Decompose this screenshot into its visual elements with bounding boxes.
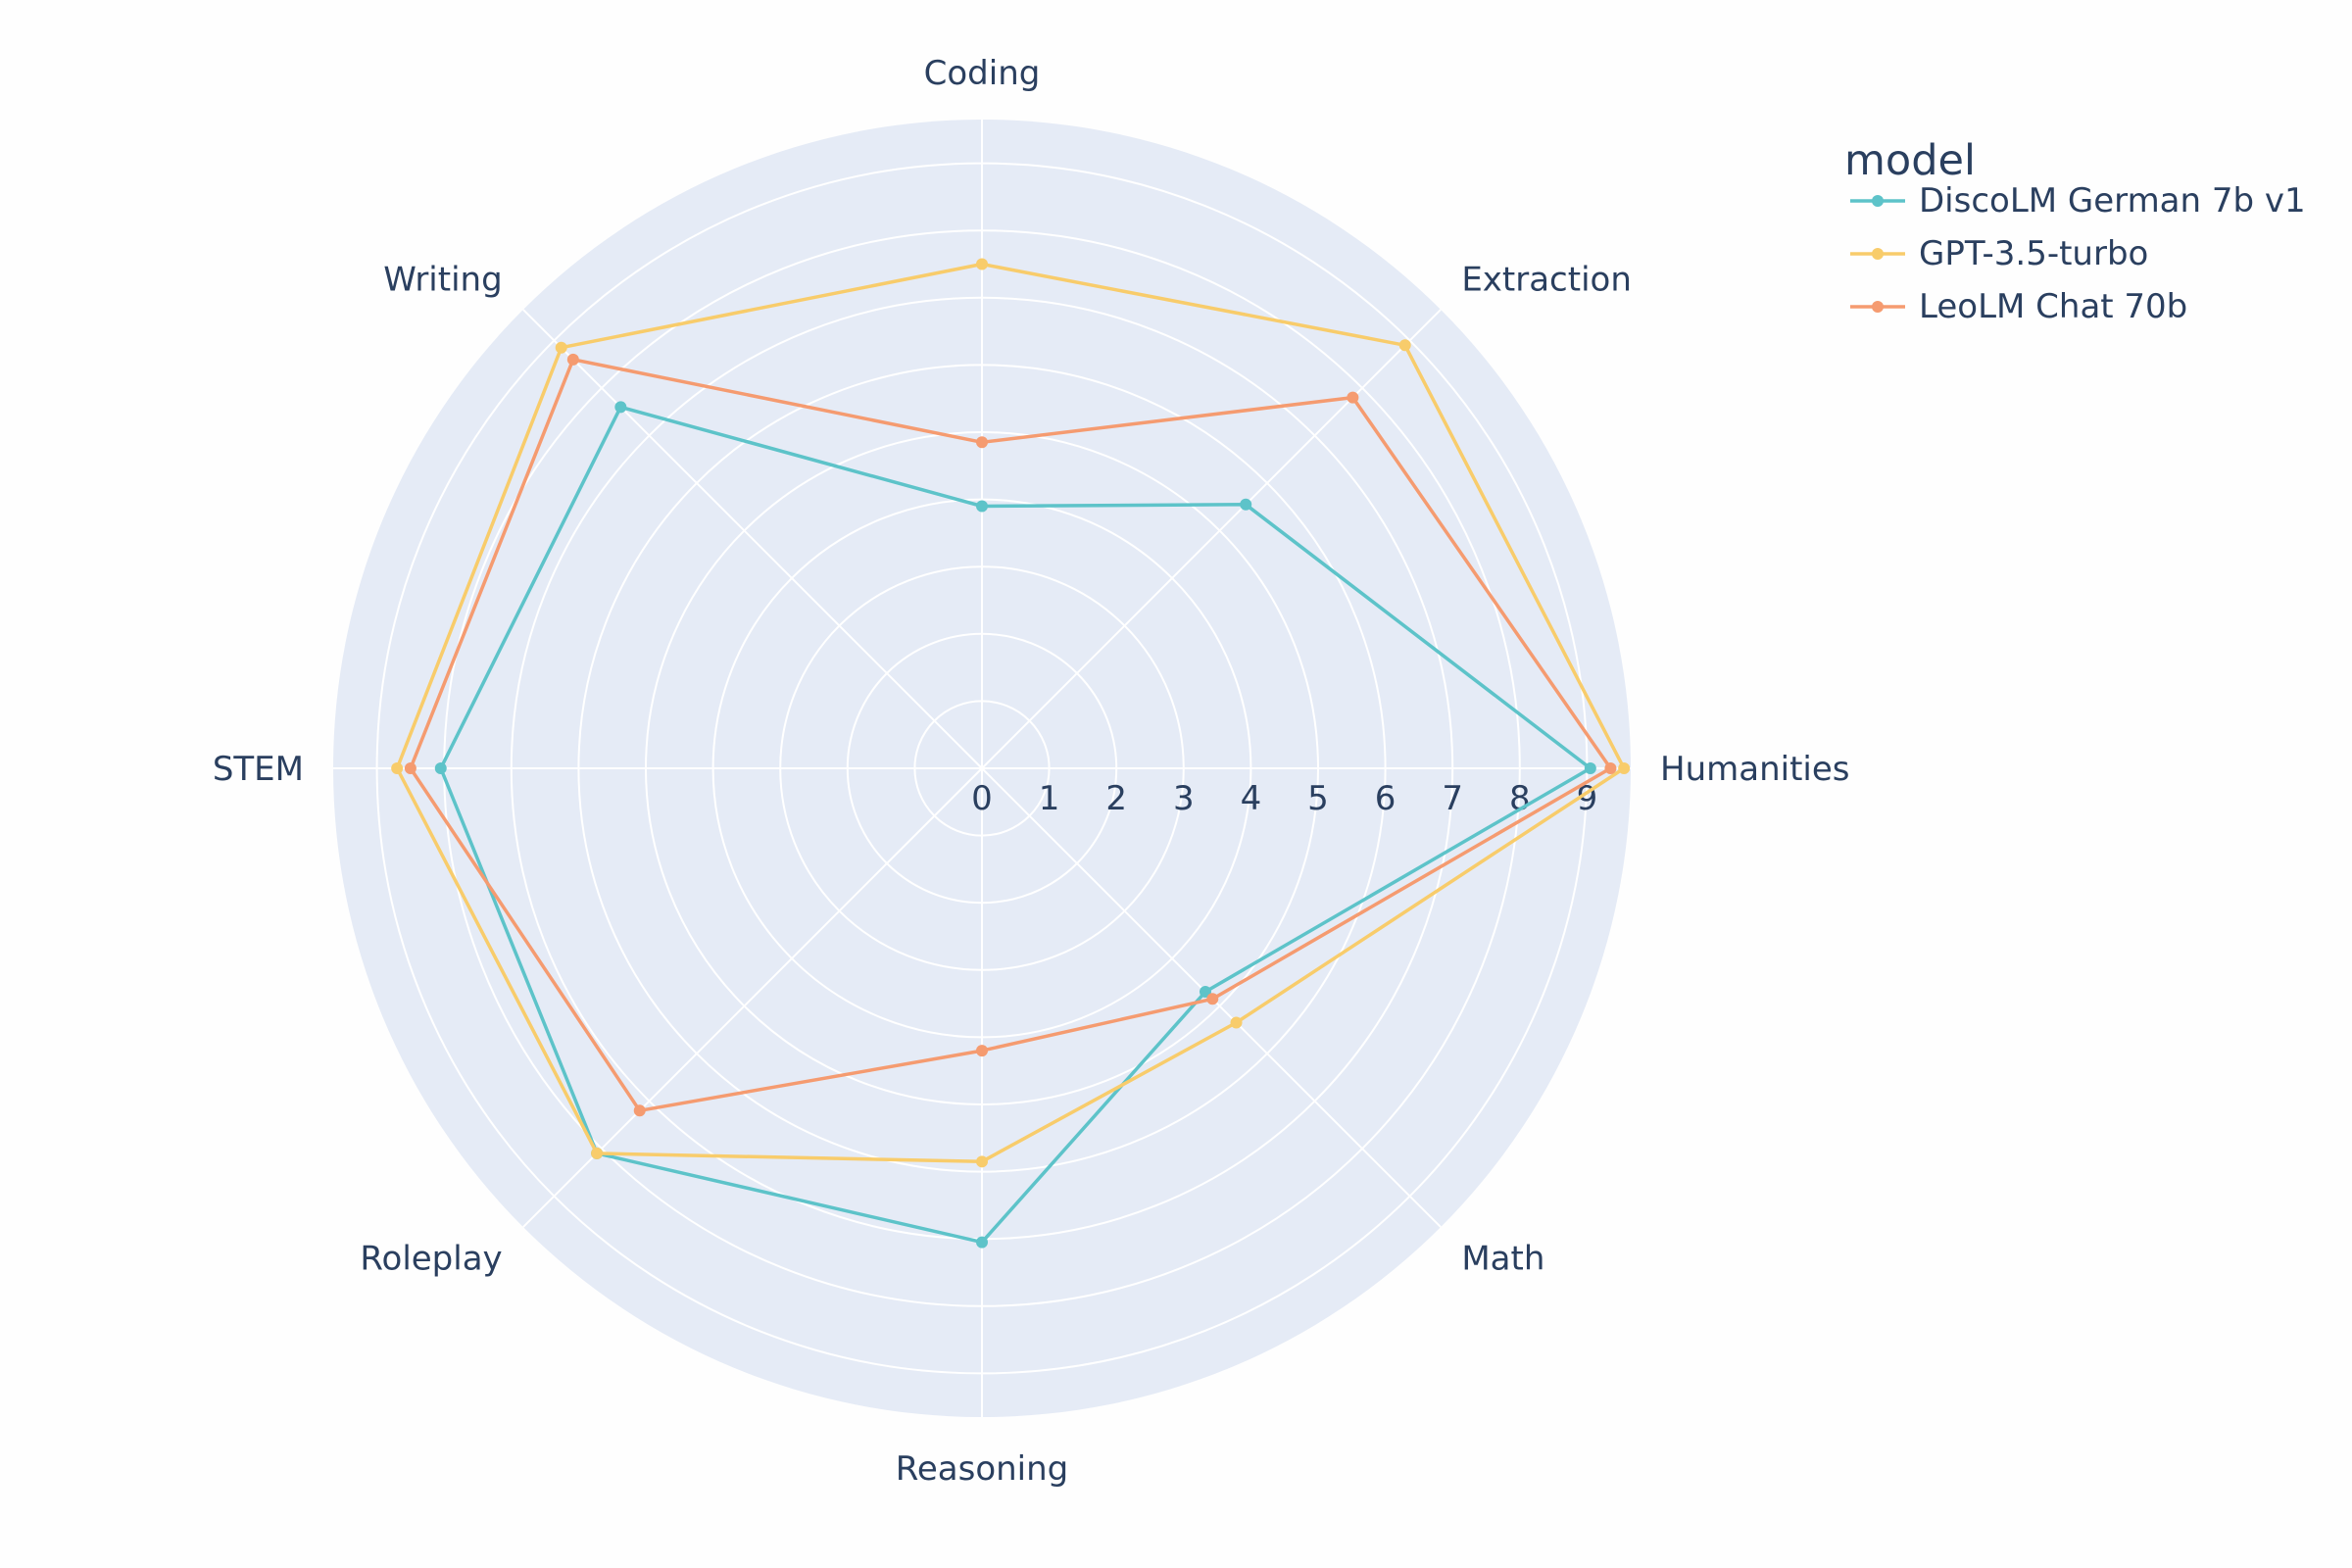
data-point-writing bbox=[566, 353, 579, 366]
data-point-stem bbox=[434, 762, 447, 774]
data-point-reasoning bbox=[976, 1045, 988, 1057]
axis-label-humanities: Humanities bbox=[1660, 750, 1849, 789]
legend-label: LeoLM Chat 70b bbox=[1919, 287, 2187, 326]
radial-tick-label: 7 bbox=[1442, 779, 1463, 818]
data-point-reasoning bbox=[976, 1236, 988, 1249]
radial-tick-label: 2 bbox=[1105, 779, 1127, 818]
data-point-stem bbox=[391, 762, 404, 774]
legend-title: model bbox=[1844, 136, 1976, 185]
radial-tick-label: 1 bbox=[1039, 779, 1060, 818]
data-point-coding bbox=[976, 500, 988, 513]
radial-tick-label: 6 bbox=[1375, 779, 1396, 818]
grid-spoke bbox=[981, 309, 1442, 769]
data-point-math bbox=[1206, 993, 1219, 1005]
data-point-math bbox=[1199, 985, 1211, 998]
data-point-extraction bbox=[1240, 498, 1252, 511]
data-point-humanities bbox=[1584, 762, 1596, 774]
data-point-coding bbox=[976, 436, 988, 449]
radial-tick-label: 3 bbox=[1173, 779, 1195, 818]
data-point-humanities bbox=[1618, 762, 1631, 774]
grid-spoke bbox=[522, 309, 983, 769]
category-axis-labels: Humanities Extraction Coding Writing STEM Rol… bbox=[213, 54, 1850, 1489]
radial-tick-label: 0 bbox=[971, 779, 993, 818]
legend-label: GPT-3.5-turbo bbox=[1919, 234, 2148, 273]
radial-tick-label: 4 bbox=[1241, 779, 1262, 818]
data-point-writing bbox=[555, 341, 567, 354]
series-gpt-3-5-turbo bbox=[391, 258, 1631, 1168]
data-point-roleplay bbox=[591, 1147, 604, 1159]
axis-label-stem: STEM bbox=[213, 750, 304, 789]
radial-tick-label: 8 bbox=[1509, 779, 1531, 818]
axis-label-math: Math bbox=[1461, 1239, 1544, 1278]
data-point-reasoning bbox=[976, 1155, 988, 1168]
legend: model DiscoLM German 7b v1 GPT-3.5-turbo L… bbox=[1844, 136, 2306, 326]
legend-swatch-marker bbox=[1872, 301, 1884, 313]
radial-tick-label: 5 bbox=[1307, 779, 1329, 818]
axis-label-writing: Writing bbox=[383, 261, 502, 300]
axis-label-extraction: Extraction bbox=[1461, 261, 1632, 300]
axis-label-reasoning: Reasoning bbox=[896, 1449, 1069, 1489]
data-point-extraction bbox=[1347, 391, 1359, 404]
polar-grid bbox=[333, 120, 1631, 1417]
data-point-extraction bbox=[1398, 339, 1411, 352]
data-point-coding bbox=[976, 258, 988, 270]
data-point-humanities bbox=[1604, 762, 1617, 774]
legend-swatch-marker bbox=[1872, 248, 1884, 260]
legend-item-discolm-german-7b-v1[interactable]: DiscoLM German 7b v1 bbox=[1850, 181, 2306, 220]
legend-item-gpt-3-5-turbo[interactable]: GPT-3.5-turbo bbox=[1850, 234, 2148, 273]
data-point-writing bbox=[614, 401, 627, 414]
axis-label-roleplay: Roleplay bbox=[360, 1239, 502, 1278]
legend-swatch-marker bbox=[1872, 195, 1884, 207]
data-point-math bbox=[1230, 1016, 1243, 1029]
axis-label-coding: Coding bbox=[924, 54, 1041, 93]
legend-item-leolm-chat-70b[interactable]: LeoLM Chat 70b bbox=[1850, 287, 2187, 326]
legend-label: DiscoLM German 7b v1 bbox=[1919, 181, 2306, 220]
data-point-roleplay bbox=[633, 1104, 646, 1117]
data-point-stem bbox=[404, 762, 416, 774]
series-layer bbox=[391, 258, 1631, 1249]
series-leolm-chat-70b bbox=[404, 353, 1617, 1117]
